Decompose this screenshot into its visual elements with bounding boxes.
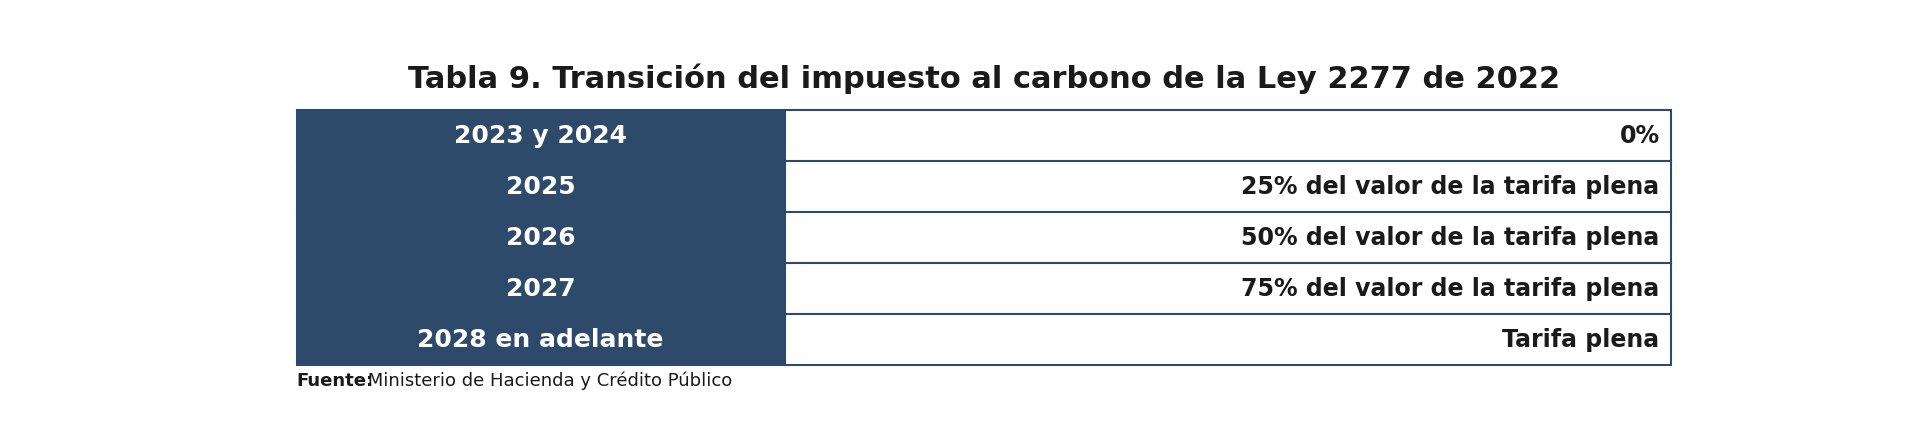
- Text: Tabla 9. Transición del impuesto al carbono de la Ley 2277 de 2022: Tabla 9. Transición del impuesto al carb…: [407, 64, 1561, 94]
- Text: 2027: 2027: [505, 277, 576, 301]
- Bar: [785, 212, 1672, 263]
- Text: 2026: 2026: [505, 226, 576, 250]
- Text: Fuente:: Fuente:: [296, 371, 374, 390]
- Text: 2025: 2025: [505, 175, 576, 199]
- Bar: [296, 110, 1672, 365]
- Bar: [785, 314, 1672, 365]
- Text: Tarifa plena: Tarifa plena: [1503, 328, 1659, 352]
- Text: 0%: 0%: [1619, 124, 1659, 148]
- Bar: [296, 212, 785, 263]
- Text: 50% del valor de la tarifa plena: 50% del valor de la tarifa plena: [1242, 226, 1659, 250]
- Text: 2028 en adelante: 2028 en adelante: [417, 328, 664, 352]
- Text: 25% del valor de la tarifa plena: 25% del valor de la tarifa plena: [1242, 175, 1659, 199]
- Text: Ministerio de Hacienda y Crédito Público: Ministerio de Hacienda y Crédito Público: [363, 371, 732, 390]
- Bar: [785, 110, 1672, 161]
- Bar: [785, 161, 1672, 212]
- Bar: [296, 110, 785, 161]
- Text: 2023 y 2024: 2023 y 2024: [455, 124, 628, 148]
- Bar: [296, 161, 785, 212]
- Bar: [785, 263, 1672, 314]
- Bar: [296, 314, 785, 365]
- Text: 75% del valor de la tarifa plena: 75% del valor de la tarifa plena: [1242, 277, 1659, 301]
- Bar: [296, 263, 785, 314]
